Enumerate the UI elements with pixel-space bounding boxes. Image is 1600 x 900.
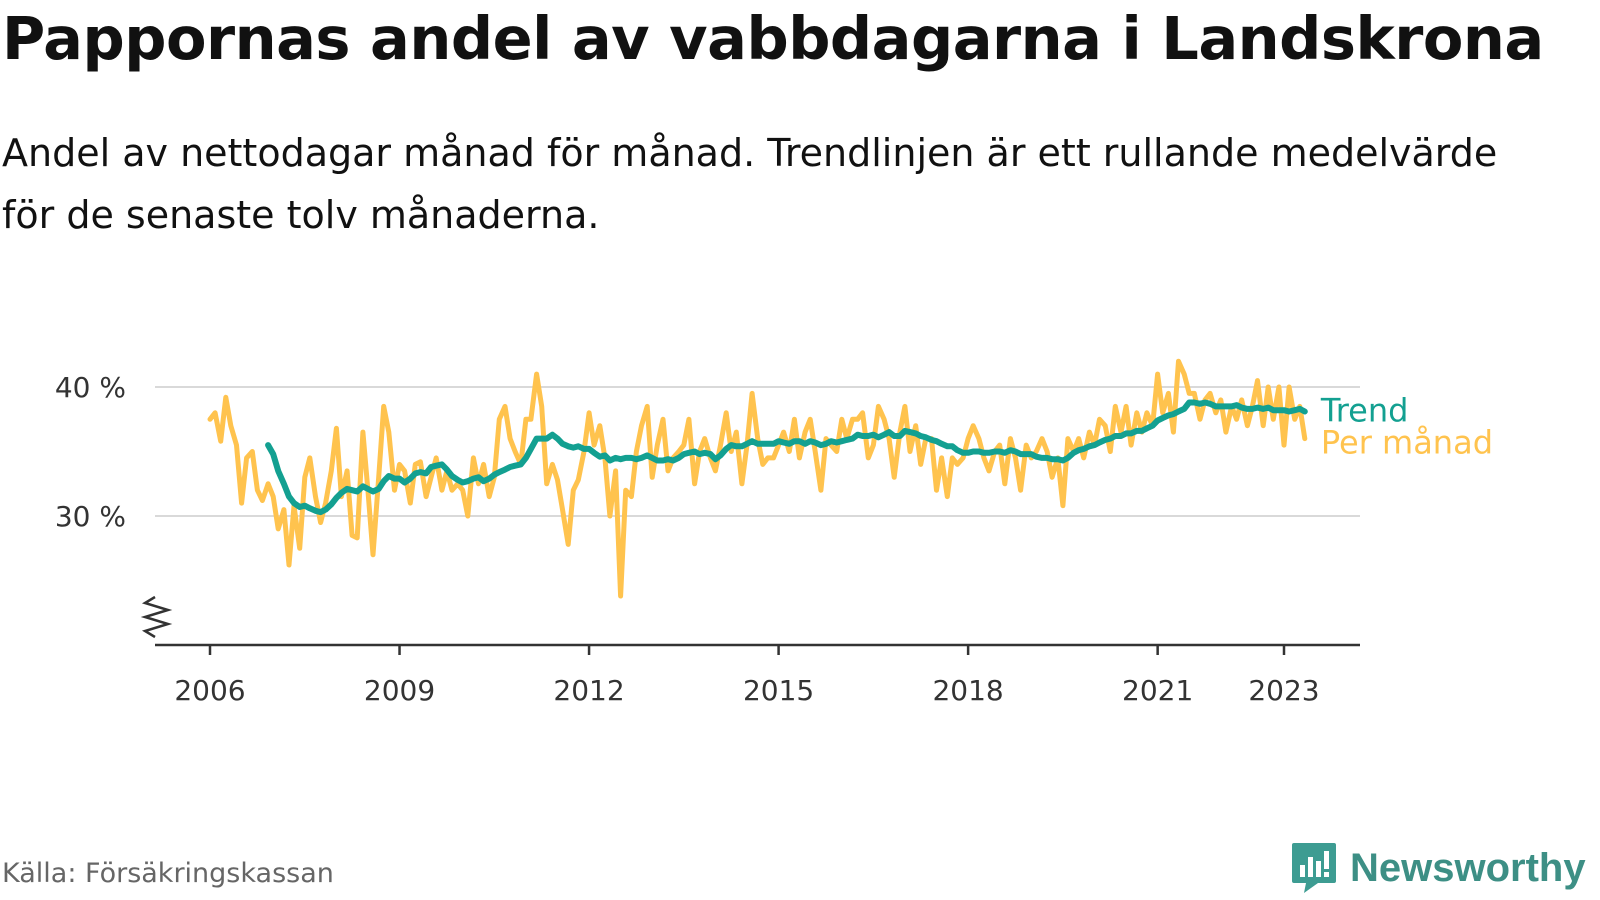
newsworthy-brand[interactable]: Newsworthy	[1290, 838, 1586, 898]
x-tick-label: 2023	[1248, 674, 1319, 707]
y-tick-label: 40 %	[55, 371, 126, 404]
x-tick-label: 2012	[553, 674, 624, 707]
x-tick-label: 2018	[932, 674, 1003, 707]
series-lines	[207, 358, 1308, 599]
x-tick-label: 2015	[743, 674, 814, 707]
source-note: Källa: Försäkringskassan	[2, 858, 334, 889]
x-tick-label: 2009	[364, 674, 435, 707]
chart-subtitle: Andel av nettodagar månad för månad. Tre…	[2, 131, 1498, 237]
axis-break-icon	[140, 595, 173, 639]
newsworthy-logo-icon	[1292, 843, 1336, 893]
x-tick-label: 2006	[174, 674, 245, 707]
brand-name: Newsworthy	[1350, 845, 1586, 890]
series-label-per-manad: Per månad	[1321, 424, 1493, 462]
x-tick-label: 2021	[1122, 674, 1193, 707]
y-axis: 30 % 40 %	[55, 371, 173, 639]
series-line-trend	[265, 399, 1308, 516]
x-axis: 2006 2009 2012 2015 2018 2021 2023	[155, 643, 1360, 707]
series-label-trend: Trend	[1320, 392, 1409, 430]
chart-title: Pappornas andel av vabbdagarna i Landskr…	[2, 4, 1544, 73]
series-line-per-manad	[207, 358, 1308, 599]
y-tick-label: 30 %	[55, 500, 126, 533]
